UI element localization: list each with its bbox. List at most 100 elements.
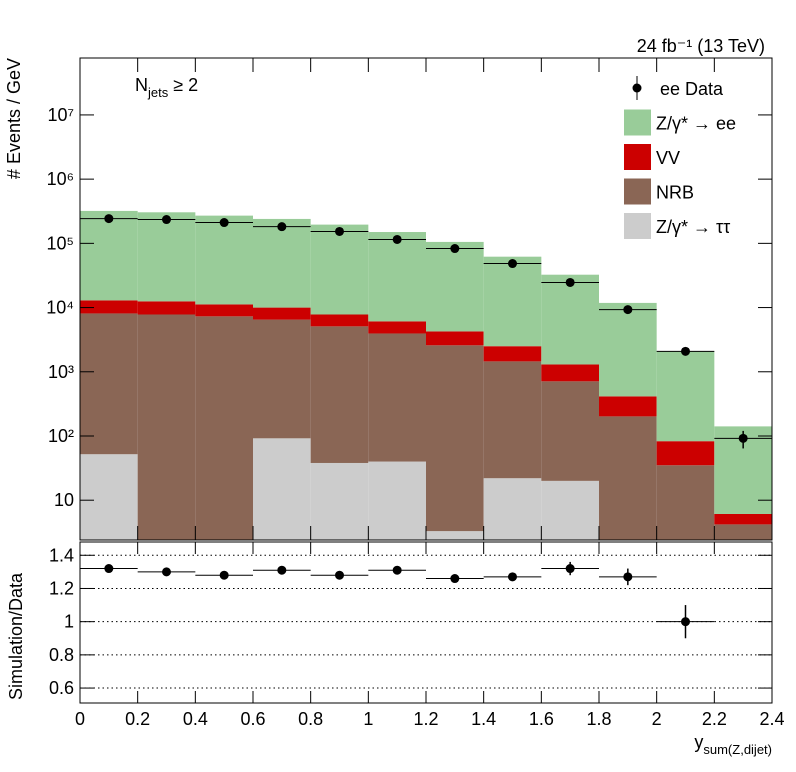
data-point <box>335 226 344 236</box>
hist-segment <box>253 438 311 540</box>
legend-swatch <box>624 144 651 170</box>
y-tick-label: 1.4 <box>49 545 74 565</box>
legend-label: ee Data <box>660 79 724 99</box>
hist-segment <box>195 316 253 540</box>
y-tick-label: 10 <box>54 490 74 510</box>
x-tick-label: 1.8 <box>586 709 611 729</box>
x-tick-label: 2 <box>652 709 662 729</box>
hist-segment <box>310 314 369 327</box>
data-point <box>219 570 229 580</box>
hist-segment <box>483 361 542 479</box>
y-tick-label: 1 <box>64 612 74 632</box>
hist-segment <box>80 210 138 301</box>
hist-segment <box>541 274 599 365</box>
data-point <box>277 222 287 232</box>
x-axis-label-part: y <box>694 732 703 752</box>
data-point <box>681 617 690 627</box>
hist-segment <box>310 326 369 463</box>
x-tick-label: 0 <box>75 709 85 729</box>
x-tick-label: 1.6 <box>529 709 554 729</box>
legend-swatch <box>624 213 651 239</box>
x-tick-label: 1.4 <box>471 709 496 729</box>
hist-segment <box>310 462 369 540</box>
annotation-part: ≥ 2 <box>173 75 198 95</box>
y-tick-label: 10⁴ <box>46 298 74 318</box>
ratio-y-axis-label: Simulation/Data <box>6 572 26 700</box>
hist-segment <box>137 301 196 315</box>
x-axis-label: ysum(Z,dijet) <box>694 732 772 757</box>
y-tick-label: 10⁶ <box>47 169 74 189</box>
hist-segment <box>137 314 196 540</box>
data-point <box>277 565 287 575</box>
data-point <box>104 214 114 224</box>
data-point <box>450 574 460 584</box>
data-point <box>392 234 402 244</box>
hist-segment <box>253 307 311 320</box>
data-point <box>219 218 229 228</box>
hist-segment <box>368 333 426 462</box>
y-tick-label: 10³ <box>48 362 74 382</box>
data-point <box>565 277 575 287</box>
hist-segment <box>541 364 599 382</box>
hist-segment <box>368 461 426 540</box>
hist-segment <box>714 524 772 540</box>
hist-segment <box>714 513 772 525</box>
x-tick-label: 2.2 <box>702 709 727 729</box>
y-axis-label: # Events / GeV <box>4 58 24 179</box>
legend-label: NRB <box>656 183 694 203</box>
data-point <box>565 564 575 574</box>
legend-swatch <box>624 109 651 136</box>
x-tick-label: 0.4 <box>183 709 208 729</box>
annotation-part: N <box>135 75 148 95</box>
hist-segment <box>137 212 196 302</box>
hist-segment <box>195 304 253 317</box>
legend-label: Z/γ* → ee <box>656 114 736 134</box>
hist-segment <box>541 381 599 481</box>
data-point <box>162 215 171 225</box>
legend-label: Z/γ* → ττ <box>656 217 730 237</box>
hist-segment <box>310 224 369 315</box>
y-tick-label: 10⁷ <box>47 105 74 125</box>
hist-segment <box>195 215 253 305</box>
data-point <box>623 305 633 315</box>
hist-segment <box>426 531 484 540</box>
data-point <box>162 567 171 577</box>
hist-segment <box>483 478 542 540</box>
data-point <box>335 570 344 580</box>
hist-segment <box>80 300 138 314</box>
hist-segment <box>599 302 657 397</box>
data-point <box>681 346 690 356</box>
data-point <box>104 564 114 574</box>
x-tick-label: 1.2 <box>413 709 438 729</box>
hist-segment <box>483 256 542 347</box>
y-tick-label: 0.8 <box>49 645 74 665</box>
y-tick-label: 1.2 <box>49 578 74 598</box>
x-tick-label: 0.2 <box>125 709 150 729</box>
data-point <box>508 259 517 269</box>
hist-segment <box>656 351 715 442</box>
annotation-part: jets <box>147 85 169 100</box>
data-point <box>623 572 633 582</box>
y-tick-label: 0.6 <box>49 678 74 698</box>
data-point <box>508 572 517 582</box>
data-point <box>450 244 460 254</box>
luminosity: 24 fb⁻¹ (13 TeV) <box>637 36 765 56</box>
y-tick-label: 10⁵ <box>47 233 74 253</box>
x-tick-label: 0.8 <box>298 709 323 729</box>
y-tick-label: 10² <box>48 426 74 446</box>
hist-segment <box>656 465 715 540</box>
hist-segment <box>368 321 426 334</box>
legend-label: VV <box>656 148 680 168</box>
hist-segment <box>656 441 715 466</box>
hist-segment <box>80 313 138 455</box>
hist-segment <box>541 480 599 540</box>
annotation: Njets ≥ 2 <box>135 75 198 100</box>
hist-segment <box>80 454 138 540</box>
hist-segment <box>368 232 426 322</box>
hist-segment <box>253 319 311 439</box>
x-tick-label: 1 <box>363 709 373 729</box>
hist-segment <box>426 345 484 532</box>
hist-segment <box>426 331 484 346</box>
hist-segment <box>599 416 657 540</box>
